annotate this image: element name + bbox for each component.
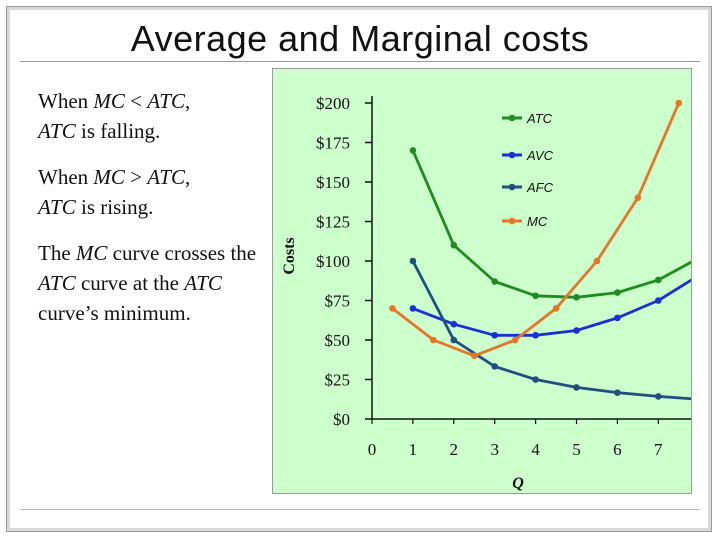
bullet-text: MC [93, 165, 125, 189]
x-axis-title: Q [512, 475, 524, 492]
y-tick-label: $150 [316, 173, 350, 192]
bullet-text: ATC [38, 195, 76, 219]
bullet-text: ATC [147, 165, 185, 189]
data-point-avc [409, 305, 417, 312]
legend-label-atc: ATC [526, 111, 553, 126]
legend-marker-afc [508, 183, 516, 191]
data-point-afc [573, 384, 580, 391]
series-line-avc [412, 278, 691, 337]
bottom-divider [20, 509, 700, 510]
data-point-mc [511, 336, 519, 344]
data-point-avc [532, 331, 539, 339]
data-point-atc [573, 294, 580, 301]
bullet-text: > [124, 165, 148, 189]
data-point-avc [655, 297, 662, 304]
x-tick-label: 5 [572, 440, 581, 459]
data-point-mc [552, 305, 560, 312]
data-point-mc [634, 194, 642, 202]
bullet-mc-below-atc: When MC < ATC, ATC is falling. [38, 86, 263, 146]
data-point-avc [491, 331, 499, 339]
title-divider [20, 61, 700, 62]
bullet-text: curve’s minimum. [38, 301, 191, 325]
x-tick-label: 1 [409, 440, 418, 459]
y-tick-label: $175 [316, 134, 350, 153]
legend-marker-avc [508, 151, 516, 159]
y-tick-label: $50 [325, 331, 351, 350]
data-point-mc [470, 352, 478, 360]
bullet-text: is rising. [75, 195, 154, 219]
x-tick-label: 2 [450, 440, 459, 459]
x-tick-label: 6 [613, 440, 622, 459]
y-tick-label: $0 [333, 410, 350, 429]
legend-marker-atc [508, 114, 516, 122]
data-point-mc [389, 305, 396, 312]
data-point-afc [532, 376, 539, 383]
legend-marker-mc [508, 217, 516, 225]
bullet-text: When [38, 89, 94, 113]
bullet-text: MC [75, 241, 108, 265]
data-point-atc [655, 276, 662, 284]
legend-label-avc: AVC [526, 148, 554, 163]
data-point-avc [696, 272, 703, 279]
series-group [389, 99, 703, 403]
bullet-text: MC [93, 89, 125, 113]
data-point-atc [696, 255, 703, 262]
bullet-text: is falling. [75, 119, 161, 143]
slide-title: Average and Marginal costs [130, 18, 590, 59]
data-point-avc [573, 327, 580, 334]
series-line-mc [391, 102, 681, 358]
data-point-afc [450, 336, 458, 344]
data-point-atc [491, 278, 499, 285]
y-tick-label: $25 [325, 371, 351, 390]
data-point-atc [532, 292, 539, 300]
bullet-text: curve crosses the [107, 241, 257, 265]
x-tick-label: 3 [490, 440, 499, 459]
bullet-text: < [124, 89, 148, 113]
data-point-afc [696, 396, 703, 403]
data-point-mc [430, 336, 437, 344]
data-point-mc [593, 257, 601, 265]
bullet-text: , [184, 165, 191, 189]
series-line-atc [411, 149, 691, 299]
x-tick-label: 0 [368, 440, 377, 459]
bullet-mc-crosses-atc: The MC curve crosses the ATC curve at th… [38, 238, 263, 328]
bullet-text: The [38, 241, 76, 265]
data-point-atc [450, 241, 458, 249]
slide-frame [6, 6, 712, 532]
bullet-text: When [38, 165, 94, 189]
y-tick-label: $200 [316, 94, 350, 113]
series-line-afc [411, 260, 691, 401]
chart-panel [272, 68, 692, 494]
data-point-afc [409, 257, 417, 265]
bullet-text: , [184, 89, 191, 113]
data-point-avc [614, 314, 621, 322]
bullet-text: ATC [38, 271, 76, 295]
data-point-afc [491, 363, 499, 370]
x-tick-label: 4 [531, 440, 540, 459]
bullet-text: ATC [38, 119, 76, 143]
legend-label-afc: AFC [526, 180, 554, 195]
y-tick-label: $100 [316, 252, 350, 271]
bullet-text: curve at the [75, 271, 185, 295]
bullet-text: ATC [147, 89, 185, 113]
y-tick-label: $75 [325, 292, 351, 311]
legend-label-mc: MC [527, 214, 548, 229]
data-point-atc [409, 147, 417, 154]
bullet-mc-above-atc: When MC > ATC, ATC is rising. [38, 162, 263, 222]
data-point-avc [450, 320, 458, 328]
bullet-text: ATC [184, 271, 222, 295]
x-tick-label: 7 [654, 440, 663, 459]
data-point-afc [614, 389, 621, 396]
data-point-afc [655, 393, 662, 400]
y-tick-label: $125 [316, 213, 350, 232]
data-point-mc [675, 99, 683, 107]
y-axis-title: Costs [281, 237, 298, 274]
data-point-atc [614, 289, 621, 296]
